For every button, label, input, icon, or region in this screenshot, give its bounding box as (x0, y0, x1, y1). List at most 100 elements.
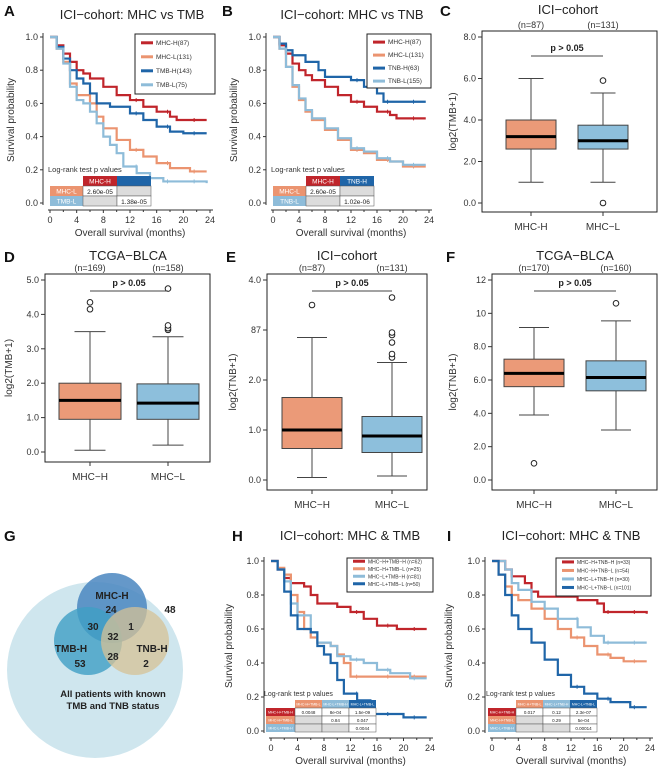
y-tick-label: 0.0 (473, 475, 486, 485)
y-tick-label: 0.0 (248, 198, 261, 208)
x-tick-label: MHC-H (514, 222, 547, 233)
p-value-annotation: p > 0.05 (550, 43, 583, 53)
table-row-header (266, 708, 295, 716)
p-value-annotation: p > 0.05 (558, 278, 591, 288)
outlier (388, 350, 396, 358)
table-cell (515, 723, 544, 733)
table-row-label: MHC-H+TMB-L (268, 719, 292, 723)
p-value: 1.5e-09 (355, 710, 371, 715)
plot-frame (44, 273, 211, 463)
plot-frame (491, 273, 658, 491)
x-tick-label: 16 (152, 215, 162, 225)
x-tick-label: 8 (322, 215, 327, 225)
legend-entry: TNB-H(63) (388, 65, 419, 72)
table-row-header (266, 724, 295, 732)
y-tick-label: 4.0 (248, 275, 261, 285)
p-value: 0.84 (331, 718, 340, 723)
legend-entry: MHC−L+TNB−L (n=101) (577, 585, 632, 591)
group-n: (n=170) (518, 263, 549, 273)
count-tmb-tnb: 28 (107, 652, 119, 663)
chart-title: ICI−cohort: MHC vs TMB (60, 7, 205, 22)
panel-label: I (447, 528, 451, 545)
outlier (86, 299, 94, 306)
y-tick-label: 1.0 (26, 413, 39, 423)
y-tick-label: 0.0 (26, 447, 39, 457)
legend-entry: MHC-L(131) (156, 54, 192, 61)
table-row-label: MHC-L+TMB-H (268, 727, 293, 731)
x-tick-label: 0 (268, 743, 273, 753)
y-tick-label: 4.0 (463, 115, 476, 125)
table-cell (82, 195, 118, 207)
table-cell (569, 723, 598, 733)
x-axis-label: Overall survival (months) (516, 756, 627, 767)
y-tick-label: 1.0 (467, 556, 480, 566)
y-tick-label: 0.0 (248, 475, 261, 485)
x-tick-label: 24 (425, 743, 435, 753)
table-col-header (543, 700, 570, 708)
y-axis-label: log2(TMB+1) (448, 92, 459, 150)
p-value: 5e-04 (578, 718, 590, 723)
x-tick-label: 8 (321, 743, 326, 753)
panel-label: F (446, 249, 455, 266)
legend-entry: MHC−L+TNB−H (n=30) (577, 577, 630, 583)
survival-curve-2 (50, 35, 207, 135)
x-tick-label: 12 (345, 743, 355, 753)
table-cell (339, 195, 375, 207)
panel-b: B ICI−cohort: MHC vs TNB 0.0 0.2 0.4 0.6 0.8 1.… (222, 3, 434, 239)
table-cell (116, 195, 152, 207)
x-tick-label: MHC−L (599, 500, 634, 511)
table-caption: Log-rank test p values (264, 691, 333, 698)
y-axis-label: Survival probability (229, 78, 240, 162)
x-tick-label: 4 (74, 215, 79, 225)
chart-title: ICI−cohort: MHC & TNB (502, 528, 641, 543)
outlier (164, 322, 172, 329)
panel-label: G (4, 528, 16, 545)
y-tick-label: 0.0 (467, 726, 480, 736)
group-n: (n=87) (518, 20, 544, 30)
table-col-header (295, 700, 322, 708)
y-tick-label: 8.0 (473, 342, 486, 352)
y-axis-label: log2(TNB+1) (448, 354, 459, 411)
count-mhc-tmb: 30 (87, 622, 99, 633)
survival-curve-0 (50, 35, 207, 122)
outlier (530, 460, 538, 467)
panel-a: A ICI−cohort: MHC vs TMB 0.0 0.2 0.4 0.6 0.8 1.… (4, 3, 216, 239)
set-label-tnb-h: TNB-H (136, 644, 167, 655)
p-value: 8e-04 (330, 710, 342, 715)
panel-label: B (222, 3, 233, 20)
table-cell (321, 723, 350, 733)
table-row-header (488, 716, 516, 724)
outlier (388, 329, 396, 336)
survival-curve-2 (271, 559, 427, 680)
legend-entry: MHC−H+TNB−L (n=54) (577, 568, 630, 574)
table-col-label: MHC-L+TMB-H (323, 703, 348, 707)
table-col-header (340, 176, 374, 186)
count-none: 48 (164, 605, 176, 616)
x-tick-label: MHC−H (516, 500, 552, 511)
p-value: 0.00014 (575, 726, 592, 731)
tnb-h-circle (101, 607, 169, 675)
panel-h: H ICI−cohort: MHC & TMB 0.0 0.2 0.4 0.6 0.8 1.0… (224, 528, 435, 767)
x-tick-label: 20 (178, 215, 188, 225)
set-label-mhc-h: MHC-H (95, 591, 128, 602)
y-tick-label: 0.2 (25, 165, 38, 175)
table-cell (294, 723, 323, 733)
table-row-header (273, 196, 306, 206)
outlier (612, 300, 620, 307)
y-tick-label: 1.0 (246, 556, 259, 566)
box (585, 360, 647, 392)
table-row-label: MHC-L (279, 189, 300, 196)
y-tick-label: 0.6 (25, 98, 38, 108)
chart-title: ICI−cohort: MHC & TMB (280, 528, 420, 543)
chart-title: ICI−cohort (317, 248, 378, 263)
x-tick-label: MHC−L (375, 500, 410, 511)
y-tick-label: 0.6 (246, 624, 259, 634)
y-axis-label: log2(TNB+1) (228, 354, 239, 411)
panel-e: E ICI−cohort 0.0 1.0 2.0 87 4.0 log2(TNB+1) (n=8… (226, 248, 428, 511)
y-axis-label: log2(TMB+1) (4, 339, 15, 397)
p-value-annotation: p > 0.05 (335, 278, 368, 288)
table-cell (339, 185, 375, 197)
legend-entry: MHC−L+TMB−L (n=50) (368, 582, 420, 588)
y-tick-label: 0.2 (467, 692, 480, 702)
table-col-label: MHC-H (312, 179, 334, 186)
